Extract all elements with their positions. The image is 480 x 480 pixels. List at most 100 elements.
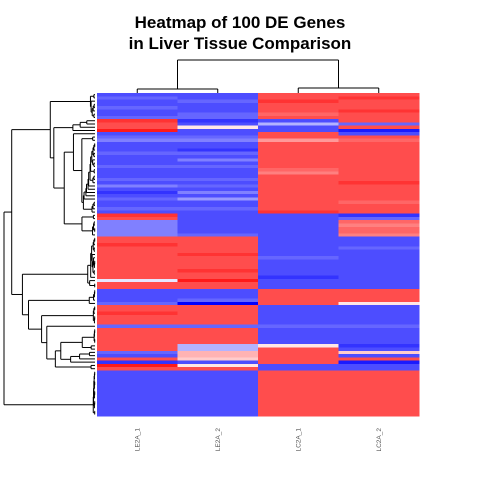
- column-dendrogram: [136, 59, 380, 93]
- heatmap-cell: [258, 412, 339, 417]
- heatmap-cell: [258, 233, 339, 237]
- heatmap-cell: [258, 210, 339, 215]
- heatmap-cell: [97, 282, 178, 286]
- heatmap-cell: [258, 132, 339, 136]
- heatmap-cell: [177, 243, 259, 247]
- heatmap-cell: [97, 386, 178, 391]
- heatmap-cell: [338, 265, 420, 270]
- heatmap-cell: [258, 347, 339, 352]
- heatmap-cell: [258, 321, 339, 326]
- heatmap-cell: [258, 190, 339, 195]
- heatmap-cell: [177, 154, 259, 159]
- heatmap-cell: [258, 292, 339, 296]
- heatmap-cell: [258, 367, 339, 371]
- heatmap-cell: [258, 141, 339, 146]
- heatmap-cell: [177, 164, 259, 169]
- column-label: LE2A_2: [215, 428, 222, 452]
- heatmap-cell: [177, 402, 259, 407]
- heatmap-cell: [177, 96, 259, 100]
- heatmap-cell: [97, 210, 178, 215]
- heatmap-cell: [338, 344, 420, 348]
- heatmap-cell: [177, 301, 259, 306]
- heatmap-cell: [177, 256, 259, 260]
- heatmap-cell: [338, 164, 420, 169]
- heatmap-cell: [258, 154, 339, 159]
- heatmap-cell: [97, 314, 178, 319]
- heatmap-cell: [258, 112, 339, 117]
- heatmap-cell: [177, 223, 259, 228]
- heatmap-cell: [338, 184, 420, 189]
- heatmap-cell: [338, 246, 420, 250]
- heatmap-cell: [97, 246, 178, 250]
- heatmap-cell: [97, 295, 178, 299]
- heatmap-cell: [258, 331, 339, 335]
- heatmap-cell: [97, 269, 178, 273]
- heatmap-cell: [338, 337, 420, 342]
- heatmap-cell: [258, 269, 339, 273]
- heatmap-cell: [338, 272, 420, 277]
- heatmap-cell: [338, 383, 420, 388]
- heatmap-cell: [177, 93, 259, 97]
- heatmap-cell: [177, 115, 259, 120]
- heatmap-cell: [177, 340, 259, 345]
- heatmap-cell: [258, 386, 339, 391]
- heatmap-cell: [177, 344, 259, 348]
- heatmap-cell: [258, 200, 339, 205]
- heatmap-cell: [97, 321, 178, 326]
- heatmap-cell: [338, 321, 420, 326]
- heatmap-cell: [258, 106, 339, 110]
- heatmap-cell: [177, 135, 259, 140]
- heatmap-cell: [338, 331, 420, 335]
- heatmap-cell: [177, 308, 259, 312]
- heatmap-cell: [258, 128, 339, 133]
- heatmap-cell: [177, 174, 259, 179]
- heatmap-cell: [177, 347, 259, 352]
- heatmap-cell: [258, 249, 339, 254]
- heatmap-cell: [177, 203, 259, 208]
- heatmap-cell: [177, 272, 259, 277]
- heatmap-cell: [177, 305, 259, 309]
- heatmap-cell: [177, 233, 259, 237]
- heatmap-cell: [97, 216, 178, 221]
- heatmap-cell: [258, 122, 339, 127]
- heatmap-cell: [258, 399, 339, 404]
- heatmap-cell: [338, 340, 420, 345]
- heatmap-cell: [338, 262, 420, 267]
- heatmap-cell: [97, 259, 178, 264]
- heatmap-cell: [258, 389, 339, 394]
- heatmap-cell: [177, 122, 259, 127]
- heatmap-cell: [258, 119, 339, 123]
- heatmap-cell: [97, 357, 178, 361]
- heatmap-cell: [338, 122, 420, 127]
- heatmap-cell: [177, 151, 259, 156]
- heatmap-cell: [97, 402, 178, 407]
- heatmap-cell: [258, 168, 339, 172]
- heatmap-cell: [258, 298, 339, 303]
- heatmap-cell: [258, 151, 339, 156]
- heatmap-cell: [177, 367, 259, 371]
- heatmap-cell: [97, 177, 178, 182]
- heatmap-cell: [338, 200, 420, 205]
- heatmap-cell: [338, 393, 420, 397]
- heatmap-cell: [97, 184, 178, 189]
- heatmap-cell: [338, 151, 420, 156]
- heatmap-cell: [338, 249, 420, 254]
- heatmap-cell: [258, 177, 339, 182]
- heatmap-cell: [177, 194, 259, 198]
- heatmap-cell: [258, 158, 339, 162]
- heatmap-cell: [258, 262, 339, 267]
- column-label: LE2A_1: [134, 428, 141, 452]
- heatmap-cell: [97, 106, 178, 110]
- heatmap-cell: [338, 314, 420, 319]
- heatmap-cell: [97, 380, 178, 384]
- heatmap-cell: [338, 213, 420, 218]
- heatmap-cell: [338, 236, 420, 241]
- heatmap-cell: [97, 334, 178, 339]
- heatmap-cell: [97, 344, 178, 348]
- heatmap-cell: [338, 138, 420, 143]
- heatmap-cell: [177, 207, 259, 211]
- heatmap-cell: [258, 236, 339, 241]
- heatmap-cell: [338, 295, 420, 299]
- heatmap-cell: [258, 115, 339, 120]
- heatmap-cell: [97, 318, 178, 322]
